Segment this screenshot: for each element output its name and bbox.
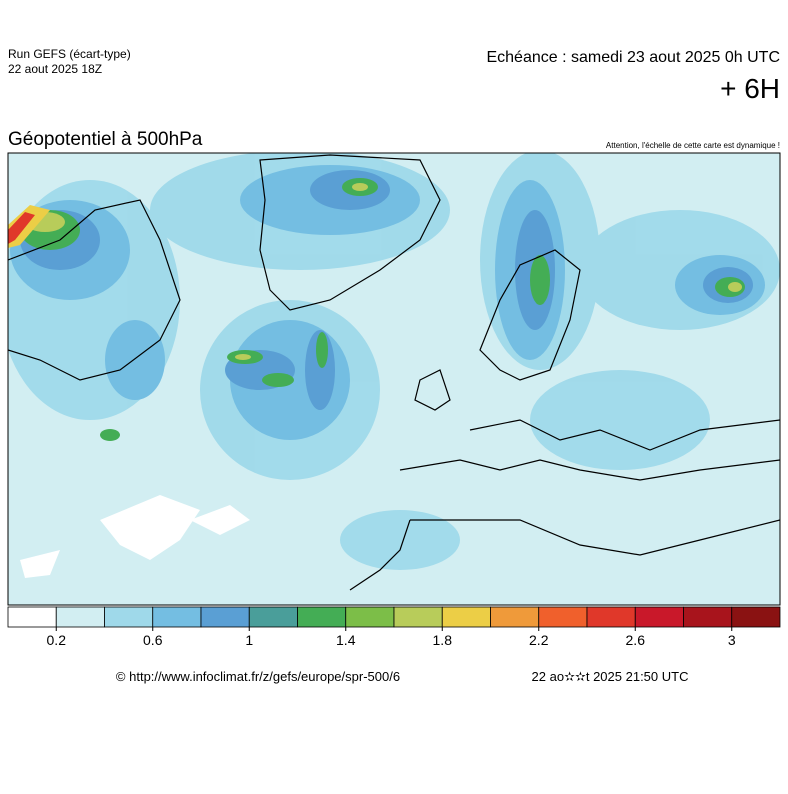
colorbar-swatch bbox=[152, 606, 202, 628]
timestamp: 22 ao✫✫t 2025 21:50 UTC bbox=[532, 669, 689, 684]
colorbar-tick-label: 1.8 bbox=[433, 632, 453, 648]
colorbar-swatch bbox=[538, 606, 588, 628]
valid-time: Echéance : samedi 23 aout 2025 0h UTC bbox=[486, 49, 780, 66]
colorbar-swatch bbox=[731, 606, 781, 628]
colorbar-tick-label: 2.6 bbox=[626, 632, 646, 648]
colorbar-swatch bbox=[634, 606, 684, 628]
lead-time: + 6H bbox=[720, 73, 780, 104]
colorbar-swatch bbox=[586, 606, 636, 628]
colorbar-swatch bbox=[393, 606, 443, 628]
colorbar-tick-label: 3 bbox=[728, 632, 736, 648]
colorbar-swatch bbox=[297, 606, 347, 628]
run-label: Run GEFS (écart-type) bbox=[8, 47, 131, 61]
run-date: 22 aout 2025 18Z bbox=[8, 62, 102, 76]
colorbar-tick-label: 1 bbox=[245, 632, 253, 648]
colorbar-swatch bbox=[345, 606, 395, 628]
colorbar-swatch bbox=[104, 606, 154, 628]
colorbar: 0.2 0.6 1 1.4 1.8 2.2 2.6 3 bbox=[7, 606, 781, 648]
source-url: © http://www.infoclimat.fr/z/gefs/europe… bbox=[116, 669, 400, 684]
colorbar-tick-label: 2.2 bbox=[529, 632, 549, 648]
colorbar-swatch bbox=[441, 606, 491, 628]
colorbar-swatch bbox=[490, 606, 540, 628]
colorbar-swatch bbox=[200, 606, 250, 628]
colorbar-swatch bbox=[7, 606, 57, 628]
map-note: Attention, l'échelle de cette carte est … bbox=[606, 141, 780, 150]
colorbar-swatch bbox=[55, 606, 105, 628]
colorbar-tick-label: 1.4 bbox=[336, 632, 356, 648]
map bbox=[7, 152, 781, 606]
colorbar-swatch bbox=[683, 606, 733, 628]
colorbar-tick-label: 0.6 bbox=[143, 632, 163, 648]
colorbar-swatch bbox=[248, 606, 298, 628]
colorbar-tick-label: 0.2 bbox=[47, 632, 67, 648]
map-title: Géopotentiel à 500hPa bbox=[8, 129, 203, 150]
